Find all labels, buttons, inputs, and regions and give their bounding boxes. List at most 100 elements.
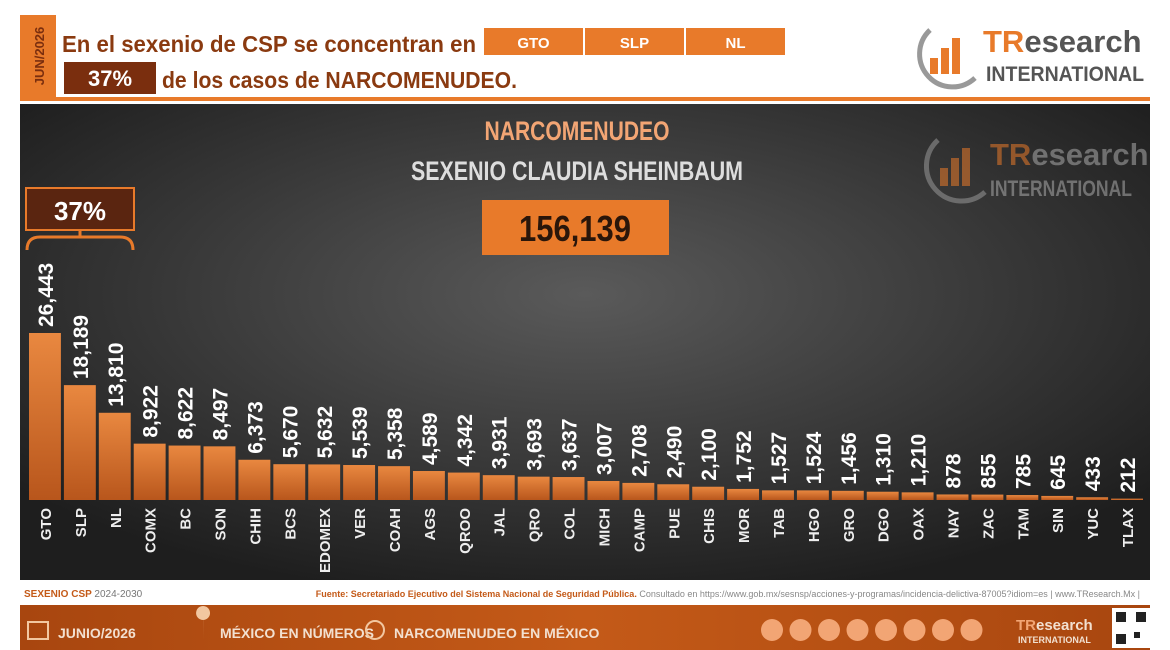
bar: [447, 472, 480, 500]
footer-source: Fuente: Secretariado Ejecutivo del Siste…: [316, 589, 1140, 599]
category-label: MOR: [736, 508, 753, 543]
bar: [657, 484, 690, 500]
bar: [133, 443, 166, 500]
bar: [587, 481, 620, 500]
footer-period-b: 2024-2030: [94, 589, 142, 600]
footer-period-a: SEXENIO CSP: [24, 589, 92, 600]
social-icon: [932, 619, 954, 641]
qr-block: [1116, 612, 1126, 622]
logo-brand-a: TR: [990, 137, 1031, 172]
value-label: 5,358: [384, 407, 407, 460]
bar: [622, 482, 655, 500]
value-label: 785: [1012, 454, 1035, 489]
footer-period: SEXENIO CSP 2024-2030: [24, 589, 143, 600]
category-label: ZAC: [980, 508, 997, 539]
qr-block: [1136, 612, 1146, 622]
logo-brand: TResearch: [990, 137, 1149, 172]
watermark-logo: TResearch INTERNATIONAL: [923, 137, 1149, 204]
logo-brand: TResearch: [983, 24, 1142, 59]
category-label: COAH: [387, 508, 404, 552]
value-label: 3,931: [489, 416, 512, 469]
category-label: EDOMEX: [317, 508, 334, 573]
category-label: COMX: [143, 508, 160, 553]
category-label: MICH: [596, 508, 613, 546]
calendar-icon: [27, 621, 49, 640]
logo-brand-a: TR: [1016, 617, 1036, 634]
category-label: GRO: [841, 508, 858, 543]
bar: [238, 459, 271, 500]
bar: [412, 471, 445, 500]
bar: [482, 475, 515, 500]
category-label: QRO: [527, 508, 544, 543]
bar: [866, 491, 899, 500]
bar: [29, 333, 61, 500]
header-rule: [20, 97, 1150, 101]
value-label: 645: [1047, 455, 1070, 490]
logo-brand-b: esearch: [1024, 24, 1141, 59]
value-label: 18,189: [70, 315, 93, 379]
value-label: 1,310: [873, 433, 896, 486]
footer-date: JUNIO/2026: [58, 625, 136, 641]
social-icon: [875, 619, 897, 641]
footer-link2[interactable]: NARCOMENUDEO EN MÉXICO: [394, 625, 599, 641]
state-label: GTO: [517, 35, 550, 52]
pin-icon: [196, 606, 211, 640]
bracket-box: [25, 187, 135, 231]
qr-block: [1116, 634, 1126, 644]
bar: [378, 466, 410, 500]
logo-arc: [917, 28, 977, 90]
value-label: 3,007: [593, 422, 616, 475]
consulted: Consultado en https://www.gob.mx/sesnsp/…: [639, 589, 1140, 599]
value-label: 1,524: [803, 432, 826, 485]
value-label: 212: [1117, 458, 1140, 493]
state-box: [484, 28, 583, 55]
bar: [203, 446, 236, 500]
value-label: 5,539: [349, 406, 372, 459]
value-label: 1,752: [733, 430, 756, 483]
category-label: PUE: [666, 508, 683, 539]
category-label: CAMP: [631, 508, 648, 552]
bar: [343, 465, 376, 500]
chat-icon: [365, 620, 385, 640]
bar: [796, 490, 829, 500]
logo-bar: [962, 148, 970, 186]
category-label: VER: [352, 508, 369, 539]
footer-link1[interactable]: MÉXICO EN NÚMEROS: [220, 624, 374, 641]
header-date: JUN/2026: [32, 27, 47, 86]
category-label: SON: [212, 508, 229, 541]
logo-sub: INTERNATIONAL: [986, 63, 1144, 86]
logo-brand-b: esearch: [1036, 617, 1093, 634]
value-label: 433: [1082, 456, 1105, 491]
social-icon: [960, 619, 983, 641]
social-icon: [761, 619, 783, 641]
bracket-label: 37%: [54, 196, 106, 226]
bar: [1041, 495, 1074, 500]
social-icon: [846, 619, 869, 641]
category-label: OAX: [911, 508, 928, 541]
logo-bar: [940, 168, 948, 186]
logo-bar: [930, 58, 938, 74]
qr-block: [1134, 632, 1140, 638]
value-label: 8,922: [140, 385, 163, 438]
bar: [552, 477, 585, 500]
category-label: BC: [178, 508, 195, 530]
header-line2: de los casos de NARCOMENUDEO.: [162, 67, 517, 93]
state-label: SLP: [620, 35, 649, 52]
value-label: 3,637: [559, 418, 582, 471]
category-label: HGO: [806, 508, 823, 543]
share-box: [64, 62, 156, 94]
value-label: 8,622: [175, 387, 198, 440]
bar: [63, 385, 96, 500]
category-label: TAB: [771, 508, 788, 538]
category-label: YUC: [1085, 508, 1102, 540]
value-label: 8,497: [209, 388, 232, 441]
category-label: JAL: [492, 508, 509, 536]
value-label: 1,527: [768, 432, 791, 485]
social-icon: [789, 619, 812, 641]
bar: [831, 490, 864, 500]
value-label: 6,373: [244, 401, 267, 454]
bar: [308, 464, 341, 500]
category-label: AGS: [422, 508, 439, 541]
